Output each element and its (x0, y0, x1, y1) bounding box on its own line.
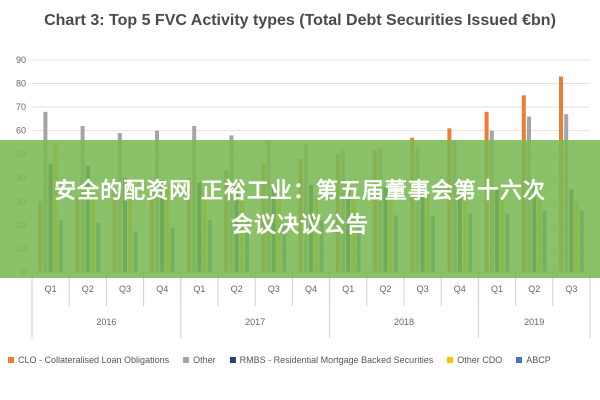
legend-item: RMBS - Residential Mortgage Backed Secur… (229, 355, 434, 365)
legend-item: Other (183, 355, 216, 365)
y-tick-label: 90 (16, 55, 26, 65)
x-tick-label: Q1 (342, 284, 354, 294)
x-tick-label: Q2 (379, 284, 391, 294)
x-tick-label: Q4 (156, 284, 168, 294)
group-label: 2017 (245, 317, 265, 327)
legend-swatch (516, 357, 523, 363)
y-tick-label: 80 (16, 79, 26, 89)
legend-label: RMBS - Residential Mortgage Backed Secur… (239, 355, 434, 365)
x-tick-label: Q2 (82, 284, 94, 294)
legend-swatch (229, 357, 236, 363)
y-tick-label: 70 (16, 102, 26, 112)
group-label: 2019 (524, 317, 544, 327)
x-tick-label: Q3 (119, 284, 131, 294)
x-tick-label: Q3 (565, 284, 577, 294)
legend-swatch (447, 357, 454, 363)
x-tick-label: Q3 (268, 284, 280, 294)
legend-label: CLO - Collateralised Loan Obligations (18, 355, 170, 365)
chart-title: Chart 3: Top 5 FVC Activity types (Total… (44, 12, 556, 29)
legend-swatch (8, 357, 14, 363)
y-tick-label: 60 (16, 126, 26, 136)
legend-swatch (183, 357, 190, 363)
x-tick-label: Q1 (193, 284, 205, 294)
chart-legend: CLO - Collateralised Loan Obligations Oth… (8, 352, 598, 368)
x-tick-label: Q2 (231, 284, 243, 294)
legend-label: Other (193, 355, 216, 365)
x-tick-label: Q2 (528, 284, 540, 294)
x-tick-label: Q4 (454, 284, 466, 294)
legend-item: CLO - Collateralised Loan Obligations (8, 355, 169, 365)
x-tick-label: Q1 (45, 284, 57, 294)
legend-label: ABCP (526, 355, 551, 365)
legend-item: Other CDO (447, 355, 502, 365)
x-tick-label: Q3 (417, 284, 429, 294)
overlay-headline-line1: 安全的配资网 正裕工业：第五届董事会第十六次 (54, 179, 546, 204)
legend-label: Other CDO (457, 355, 503, 365)
group-label: 2016 (96, 317, 116, 327)
x-tick-label: Q4 (305, 284, 317, 294)
legend-item: ABCP (516, 355, 551, 365)
overlay-banner: 安全的配资网 正裕工业：第五届董事会第十六次 会议决议公告 (0, 140, 600, 278)
overlay-headline-line2: 会议决议公告 (230, 213, 369, 238)
x-tick-label: Q1 (491, 284, 503, 294)
group-label: 2018 (394, 317, 414, 327)
